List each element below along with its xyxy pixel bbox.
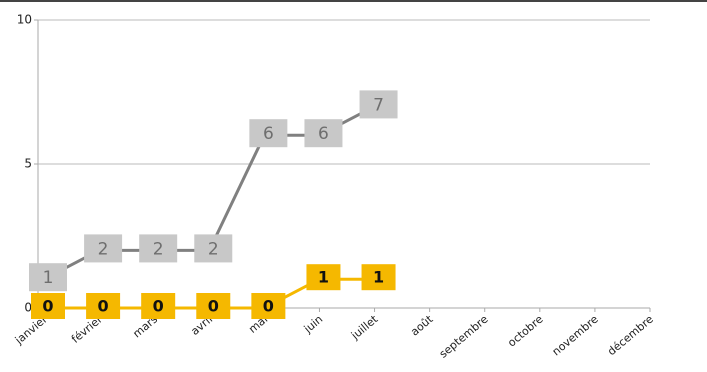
data-label-box [359,90,398,119]
data-label: 0 [208,297,219,316]
x-tick-label: septembre [437,312,491,360]
data-label: 7 [373,95,384,115]
data-label-box [31,293,65,319]
data-label-box [139,234,178,263]
data-label: 0 [263,297,274,316]
data-label-box [196,293,231,319]
y-tick-label: 5 [24,157,32,171]
x-tick-label: juillet [348,312,381,343]
data-label-box [86,293,121,319]
data-label: 0 [98,297,109,316]
data-label-box [251,293,286,319]
data-label: 2 [98,239,109,259]
data-label: 1 [318,268,329,287]
data-label-box [141,293,176,319]
data-label-box [84,234,123,263]
data-label: 6 [318,124,329,144]
x-tick-label: décembre [605,312,656,358]
data-label: 6 [263,124,274,144]
x-tick-label: novembre [550,312,601,358]
y-tick-label: 10 [17,13,32,27]
data-label-box [304,119,343,148]
data-label-box [194,234,233,263]
data-label: 1 [43,268,54,288]
data-label-box [29,263,67,292]
x-tick-label: octobre [505,312,546,349]
x-tick-label: juin [301,313,326,337]
y-tick-label: 0 [24,301,32,315]
data-label-box [249,119,288,148]
data-label: 2 [208,239,219,259]
data-label-box [306,264,341,291]
data-label: 0 [153,297,164,316]
data-label: 0 [42,297,53,316]
data-label-box [361,264,396,291]
data-label: 2 [153,239,164,259]
data-label: 1 [373,268,384,287]
x-tick-label: août [408,312,436,338]
